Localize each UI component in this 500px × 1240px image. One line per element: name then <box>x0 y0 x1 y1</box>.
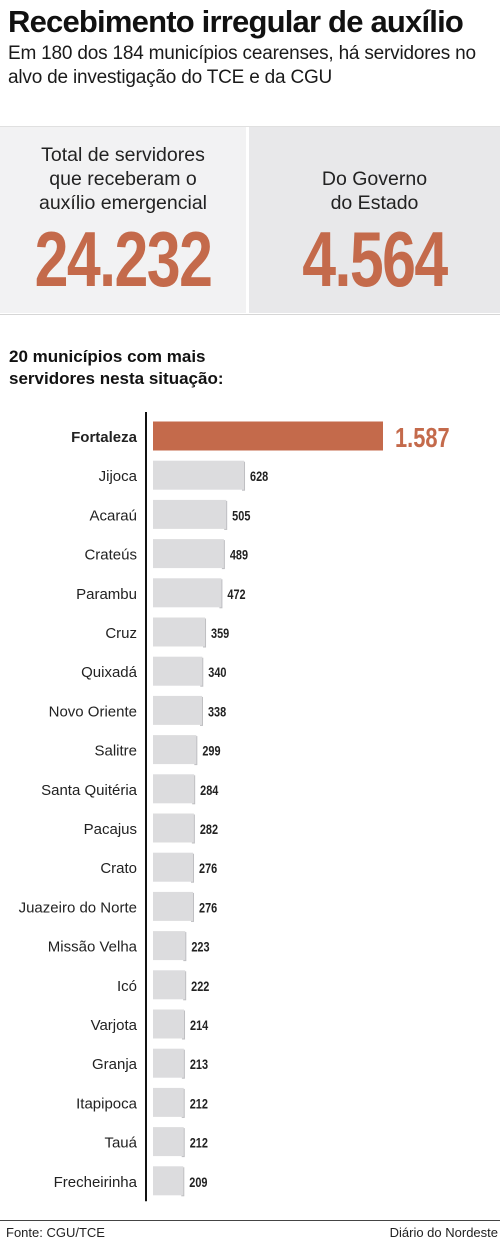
bar-missao-velha <box>153 931 186 961</box>
value-label-quixada: 340 <box>208 665 226 681</box>
category-label-itapipoca: Itapipoca <box>76 1095 138 1112</box>
value-label-jijoca: 628 <box>250 469 268 485</box>
category-label-taua: Tauá <box>104 1135 137 1152</box>
bar-parambu <box>153 578 222 608</box>
value-label-granja: 213 <box>190 1057 208 1073</box>
category-label-ico: Icó <box>117 978 137 995</box>
value-label-crato: 276 <box>199 861 217 877</box>
total-servers-panel: Total de servidores que receberam o auxí… <box>0 127 246 313</box>
category-label-jijoca: Jijoca <box>99 468 138 485</box>
state-label-line1: Do Governo <box>321 168 428 190</box>
value-label-itapipoca: 212 <box>190 1096 208 1112</box>
category-label-acarau: Acaraú <box>89 507 137 524</box>
section-divider <box>0 314 500 315</box>
chart-heading-line1: 20 municípios com mais <box>9 347 206 366</box>
category-label-parambu: Parambu <box>76 586 137 603</box>
value-label-salitre: 299 <box>202 743 220 759</box>
total-label-line3: auxílio emergencial <box>38 192 207 214</box>
bar-itapipoca <box>153 1087 184 1117</box>
category-label-missao-velha: Missão Velha <box>48 939 138 956</box>
bar-varjota <box>153 1009 185 1039</box>
value-label-fortaleza: 1.587 <box>395 422 450 453</box>
category-label-quixada: Quixadá <box>81 664 138 681</box>
bar-taua <box>153 1127 184 1157</box>
bar-jijoca <box>153 460 245 490</box>
state-government-panel: Do Governo do Estado 4.564 <box>249 127 500 313</box>
bar-crateus <box>153 539 224 569</box>
category-label-frecheirinha: Frecheirinha <box>54 1174 138 1191</box>
value-label-varjota: 214 <box>190 1018 208 1034</box>
state-government-value: 4.564 <box>302 215 448 303</box>
category-label-crateus: Crateús <box>84 547 137 564</box>
bar-fortaleza <box>153 421 383 451</box>
chart-heading-line2: servidores nesta situação: <box>9 369 224 388</box>
total-label-line1: Total de servidores <box>41 144 205 166</box>
bar-acarau <box>153 499 227 529</box>
bar-salitre <box>153 735 197 765</box>
value-label-acarau: 505 <box>232 508 250 524</box>
state-government-label: Do Governo do Estado <box>249 167 500 215</box>
total-label-line2: que receberam o <box>49 168 197 190</box>
category-label-santa-quiteria: Santa Quitéria <box>41 782 138 799</box>
bar-cruz <box>153 617 206 647</box>
page-title: Recebimento irregular de auxílio <box>8 4 464 39</box>
footer-divider <box>0 1220 500 1221</box>
bar-quixada <box>153 656 203 686</box>
value-label-cruz: 359 <box>211 626 229 642</box>
municipalities-bar-chart: Fortaleza 1.587 Jijoca 628 Acaraú 505 Crateús 4… <box>19 412 450 1202</box>
category-label-granja: Granja <box>92 1056 138 1073</box>
value-label-frecheirinha: 209 <box>189 1175 207 1191</box>
bar-novo-oriente <box>153 695 202 725</box>
value-label-juazeiro-do-norte: 276 <box>199 900 217 916</box>
total-servers-label: Total de servidores que receberam o auxí… <box>0 143 246 215</box>
publisher-credit: Diário do Nordeste <box>389 1225 498 1240</box>
value-label-ico: 222 <box>191 979 209 995</box>
value-label-missao-velha: 223 <box>191 939 209 955</box>
category-label-novo-oriente: Novo Oriente <box>49 703 137 720</box>
bar-pacajus <box>153 813 194 843</box>
category-label-pacajus: Pacajus <box>84 821 137 838</box>
page-subtitle: Em 180 dos 184 municípios cearenses, há … <box>8 43 476 88</box>
value-label-crateus: 489 <box>230 547 248 563</box>
value-label-parambu: 472 <box>227 587 245 603</box>
category-label-varjota: Varjota <box>91 1017 138 1034</box>
value-label-taua: 212 <box>190 1135 208 1151</box>
bar-santa-quiteria <box>153 774 195 804</box>
chart-heading: 20 municípios com mais servidores nesta … <box>9 346 309 390</box>
category-label-cruz: Cruz <box>105 625 137 642</box>
total-servers-value: 24.232 <box>34 215 213 303</box>
bar-crato <box>153 852 193 882</box>
category-label-fortaleza: Fortaleza <box>71 429 138 446</box>
value-label-pacajus: 282 <box>200 822 218 838</box>
bar-frecheirinha <box>153 1166 184 1196</box>
bar-granja <box>153 1048 184 1078</box>
value-label-santa-quiteria: 284 <box>200 783 218 799</box>
value-label-novo-oriente: 338 <box>208 704 226 720</box>
source-note: Fonte: CGU/TCE <box>6 1225 105 1240</box>
category-label-juazeiro-do-norte: Juazeiro do Norte <box>19 899 137 916</box>
state-label-line2: do Estado <box>330 192 419 214</box>
top-divider <box>0 126 500 127</box>
category-label-crato: Crato <box>100 860 137 877</box>
category-label-salitre: Salitre <box>94 743 137 760</box>
bar-ico <box>153 970 186 1000</box>
bar-juazeiro-do-norte <box>153 891 193 921</box>
